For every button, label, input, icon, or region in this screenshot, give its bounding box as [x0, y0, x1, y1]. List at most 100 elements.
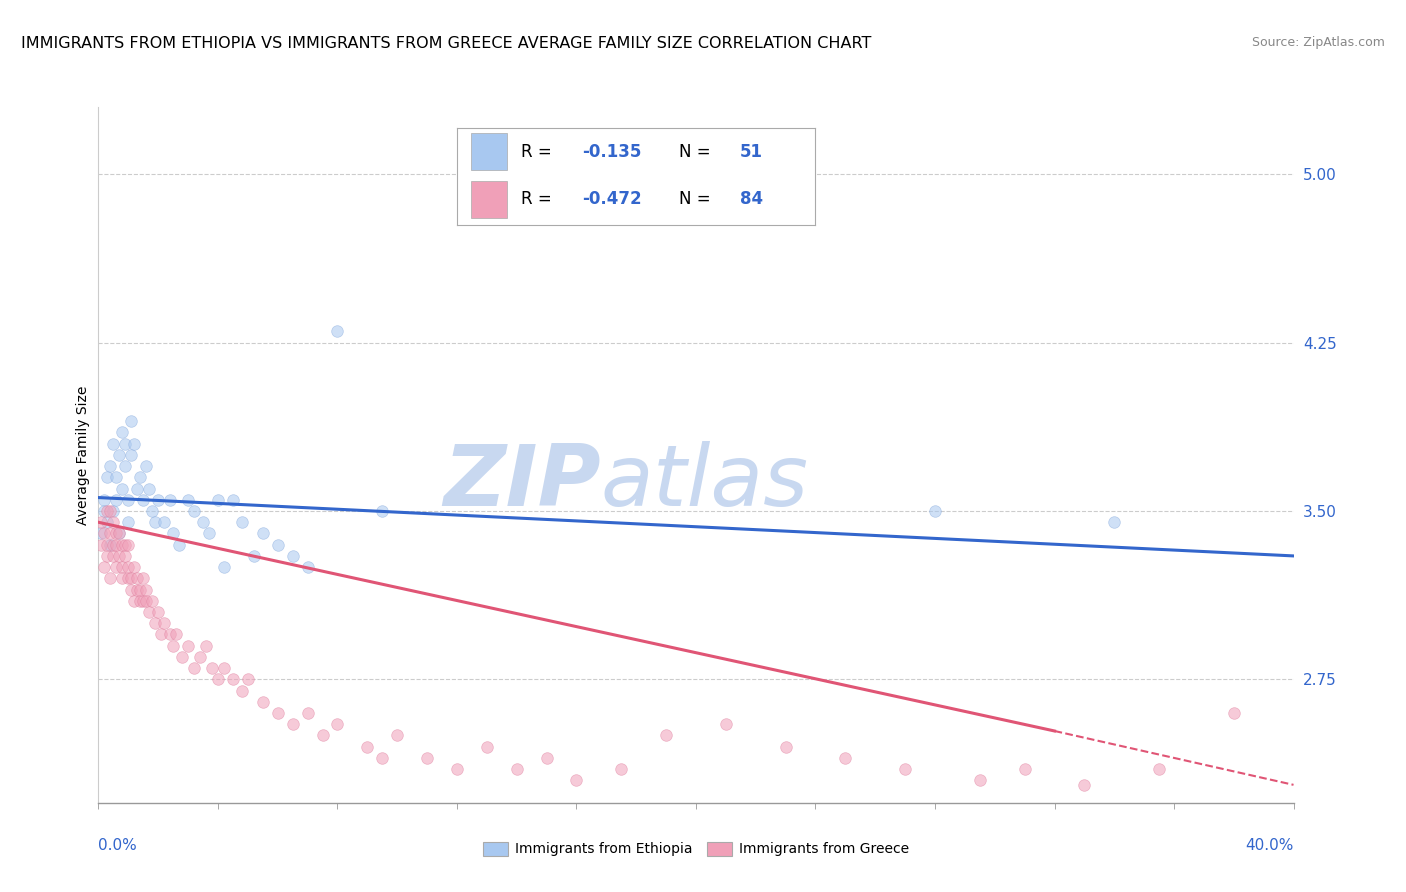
Point [96, 470, 118, 484]
Point [222, 673, 245, 687]
Point [714, 717, 737, 731]
Point [267, 706, 290, 720]
Point [127, 571, 149, 585]
Point [198, 526, 221, 541]
Point [159, 492, 181, 507]
Point [93, 492, 115, 507]
Text: atlas: atlas [600, 442, 808, 524]
Point [96, 538, 118, 552]
Point [111, 538, 134, 552]
Point [93, 504, 115, 518]
Text: Source: ZipAtlas.com: Source: ZipAtlas.com [1251, 36, 1385, 49]
Point [243, 549, 266, 563]
Text: 40.0%: 40.0% [1246, 838, 1294, 853]
Point [90, 526, 112, 541]
Point [281, 717, 304, 731]
Point [117, 571, 139, 585]
Point [267, 538, 290, 552]
Point [162, 639, 184, 653]
Point [98, 571, 122, 585]
Point [105, 560, 128, 574]
Point [141, 504, 163, 518]
Point [297, 706, 319, 720]
Point [111, 425, 134, 440]
Point [252, 695, 274, 709]
Point [129, 594, 152, 608]
Point [117, 538, 139, 552]
Point [108, 448, 131, 462]
Point [416, 751, 439, 765]
Point [207, 673, 229, 687]
Point [1073, 778, 1095, 792]
Point [894, 762, 917, 776]
Point [165, 627, 187, 641]
Point [191, 515, 214, 529]
Point [120, 448, 142, 462]
Point [385, 729, 409, 743]
Point [167, 538, 190, 552]
Point [281, 549, 304, 563]
Point [969, 773, 991, 788]
Point [1014, 762, 1036, 776]
Point [138, 605, 160, 619]
Point [103, 436, 125, 450]
Point [371, 504, 394, 518]
Point [105, 470, 128, 484]
Point [252, 526, 274, 541]
Point [172, 649, 194, 664]
Point [183, 504, 205, 518]
Point [117, 560, 139, 574]
Point [98, 504, 122, 518]
Point [117, 492, 139, 507]
Point [127, 482, 149, 496]
Point [834, 751, 856, 765]
Point [201, 661, 224, 675]
Point [775, 739, 797, 754]
Point [96, 515, 118, 529]
Point [1104, 515, 1126, 529]
Point [124, 560, 146, 574]
Point [111, 482, 134, 496]
Point [120, 571, 142, 585]
Point [135, 582, 157, 597]
Point [153, 616, 176, 631]
Point [446, 762, 468, 776]
Point [231, 683, 253, 698]
Point [177, 639, 200, 653]
Point [212, 661, 235, 675]
Point [114, 459, 136, 474]
Point [506, 762, 529, 776]
Point [120, 582, 142, 597]
Point [103, 549, 125, 563]
Point [536, 751, 558, 765]
Text: 0.0%: 0.0% [98, 838, 138, 853]
Point [98, 526, 122, 541]
Point [114, 538, 136, 552]
Point [326, 325, 349, 339]
Point [114, 549, 136, 563]
Point [108, 526, 131, 541]
Point [105, 492, 128, 507]
Point [93, 560, 115, 574]
Point [98, 459, 122, 474]
Point [114, 436, 136, 450]
Point [129, 470, 152, 484]
Point [132, 492, 155, 507]
Point [127, 582, 149, 597]
Point [143, 515, 166, 529]
Point [129, 582, 152, 597]
Point [177, 492, 200, 507]
Point [150, 627, 173, 641]
Point [143, 616, 166, 631]
Point [103, 515, 125, 529]
Point [120, 414, 142, 428]
Point [188, 649, 211, 664]
Point [195, 639, 218, 653]
Point [148, 605, 170, 619]
Point [108, 549, 131, 563]
Point [183, 661, 205, 675]
Point [212, 560, 235, 574]
Point [132, 594, 155, 608]
Point [103, 504, 125, 518]
Point [124, 436, 146, 450]
